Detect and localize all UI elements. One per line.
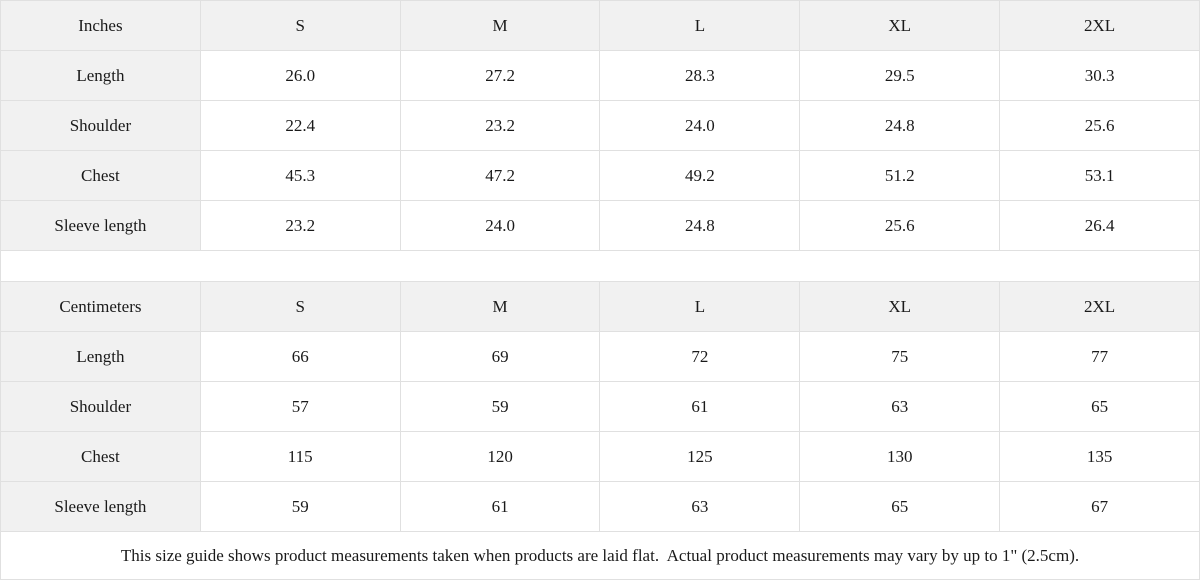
size-column-header: XL [799,0,1001,51]
size-table-inches-body: Length 26.0 27.2 28.3 29.5 30.3 Shoulder 22.4 23… [0,50,1200,251]
size-table-inches-head: Inches S M L XL 2XL [0,0,1200,51]
measurement-value-cell: 22.4 [199,100,401,151]
size-column-header: XL [799,281,1001,332]
size-column-header: S [199,281,401,332]
measurement-value-cell: 77 [999,331,1200,382]
measurement-value-cell: 120 [399,431,601,482]
header-row: Centimeters S M L XL 2XL [0,281,1200,332]
measurement-value-cell: 57 [199,381,401,432]
table-row: Sleeve length 59 61 63 65 67 [0,481,1200,532]
table-row: Sleeve length 23.2 24.0 24.8 25.6 26.4 [0,200,1200,251]
table-row: Shoulder 57 59 61 63 65 [0,381,1200,432]
measurement-row-label: Sleeve length [0,481,201,532]
size-column-header: L [599,281,801,332]
measurement-row-label: Length [0,331,201,382]
measurement-value-cell: 72 [599,331,801,382]
measurement-value-cell: 59 [199,481,401,532]
measurement-value-cell: 51.2 [799,150,1001,201]
measurement-row-label: Chest [0,431,201,482]
size-table-centimeters-head: Centimeters S M L XL 2XL [0,281,1200,332]
measurement-row-label: Chest [0,150,201,201]
measurement-value-cell: 135 [999,431,1200,482]
measurement-value-cell: 63 [799,381,1001,432]
table-row: Length 26.0 27.2 28.3 29.5 30.3 [0,50,1200,101]
size-column-header: 2XL [999,0,1200,51]
size-guide-note: This size guide shows product measuremen… [0,532,1200,580]
measurement-value-cell: 29.5 [799,50,1001,101]
measurement-value-cell: 24.8 [599,200,801,251]
table-spacer [0,251,1200,281]
measurement-value-cell: 23.2 [199,200,401,251]
size-column-header: S [199,0,401,51]
size-column-header: L [599,0,801,51]
table-row: Chest 115 120 125 130 135 [0,431,1200,482]
measurement-value-cell: 67 [999,481,1200,532]
table-row: Shoulder 22.4 23.2 24.0 24.8 25.6 [0,100,1200,151]
measurement-row-label: Shoulder [0,381,201,432]
measurement-value-cell: 65 [999,381,1200,432]
measurement-value-cell: 66 [199,331,401,382]
measurement-value-cell: 25.6 [999,100,1200,151]
measurement-value-cell: 27.2 [399,50,601,101]
measurement-value-cell: 26.4 [999,200,1200,251]
measurement-value-cell: 24.8 [799,100,1001,151]
size-table-inches: Inches S M L XL 2XL Length 26.0 27.2 28.3 29.5 30.… [0,0,1200,251]
measurement-value-cell: 24.0 [399,200,601,251]
table-row: Length 66 69 72 75 77 [0,331,1200,382]
measurement-value-cell: 25.6 [799,200,1001,251]
size-column-header: M [399,281,601,332]
measurement-value-cell: 125 [599,431,801,482]
measurement-value-cell: 115 [199,431,401,482]
measurement-value-cell: 28.3 [599,50,801,101]
measurement-value-cell: 53.1 [999,150,1200,201]
measurement-value-cell: 30.3 [999,50,1200,101]
measurement-value-cell: 23.2 [399,100,601,151]
measurement-value-cell: 61 [399,481,601,532]
size-column-header: 2XL [999,281,1200,332]
measurement-value-cell: 61 [599,381,801,432]
size-table-centimeters: Centimeters S M L XL 2XL Length 66 69 72 75 77 Shou… [0,281,1200,532]
measurement-value-cell: 69 [399,331,601,382]
measurement-row-label: Shoulder [0,100,201,151]
measurement-row-label: Length [0,50,201,101]
measurement-value-cell: 75 [799,331,1001,382]
measurement-value-cell: 26.0 [199,50,401,101]
size-table-centimeters-body: Length 66 69 72 75 77 Shoulder 57 59 61 63 65 Chest 1… [0,331,1200,532]
unit-header-cell: Centimeters [0,281,201,332]
measurement-value-cell: 47.2 [399,150,601,201]
unit-header-cell: Inches [0,0,201,51]
measurement-value-cell: 130 [799,431,1001,482]
size-column-header: M [399,0,601,51]
measurement-value-cell: 63 [599,481,801,532]
measurement-value-cell: 49.2 [599,150,801,201]
table-row: Chest 45.3 47.2 49.2 51.2 53.1 [0,150,1200,201]
measurement-value-cell: 59 [399,381,601,432]
header-row: Inches S M L XL 2XL [0,0,1200,51]
measurement-value-cell: 24.0 [599,100,801,151]
measurement-value-cell: 65 [799,481,1001,532]
measurement-row-label: Sleeve length [0,200,201,251]
measurement-value-cell: 45.3 [199,150,401,201]
